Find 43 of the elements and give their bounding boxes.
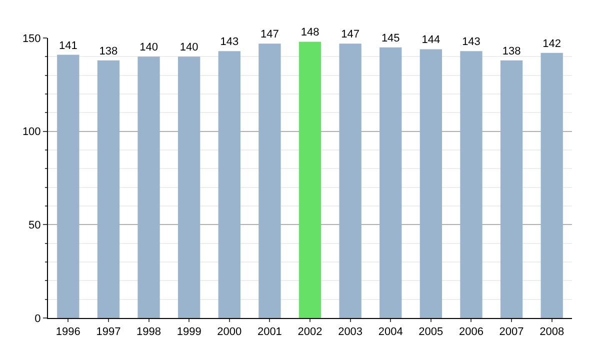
y-tick-label: 150 <box>22 32 41 45</box>
data-label: 140 <box>140 42 158 54</box>
y-tick-label: 100 <box>22 126 41 138</box>
x-tick-label: 1996 <box>56 326 80 338</box>
x-tick-label: 1998 <box>136 326 162 338</box>
data-label: 138 <box>502 45 521 58</box>
data-label: 143 <box>462 36 480 48</box>
data-label: 141 <box>58 40 78 52</box>
data-label: 148 <box>300 26 320 39</box>
data-label: 145 <box>381 32 400 44</box>
data-label: 147 <box>260 28 279 41</box>
bar <box>57 54 80 318</box>
bar <box>218 51 240 318</box>
x-tick-label: 2000 <box>217 326 242 338</box>
bar <box>460 51 482 318</box>
data-label: 142 <box>542 38 562 50</box>
data-label: 147 <box>341 28 360 41</box>
x-tick-label: 2003 <box>338 326 363 338</box>
bar <box>500 60 523 318</box>
y-tick-label: 0 <box>34 312 41 325</box>
bar <box>178 56 200 318</box>
data-label: 143 <box>220 36 239 48</box>
bar <box>540 52 563 318</box>
y-tick-label: 50 <box>28 220 41 232</box>
bar <box>138 56 160 318</box>
bar <box>298 42 322 318</box>
x-tick-label: 2001 <box>257 326 282 338</box>
bar <box>380 47 402 318</box>
x-tick-label: 2002 <box>298 326 322 338</box>
x-tick-label: 1997 <box>96 326 121 338</box>
x-tick-label: 2008 <box>540 326 564 338</box>
x-tick-label: 2006 <box>458 326 484 338</box>
x-tick-label: 2007 <box>499 326 524 338</box>
data-label: 140 <box>180 42 198 54</box>
bar <box>339 44 362 318</box>
x-tick-label: 2004 <box>378 326 403 338</box>
data-label: 144 <box>422 34 440 46</box>
x-tick-label: 1999 <box>176 326 202 338</box>
bar <box>97 60 120 318</box>
bar <box>420 49 442 318</box>
bar <box>258 44 281 318</box>
data-label: 138 <box>99 45 118 58</box>
x-tick-label: 2005 <box>418 326 444 338</box>
